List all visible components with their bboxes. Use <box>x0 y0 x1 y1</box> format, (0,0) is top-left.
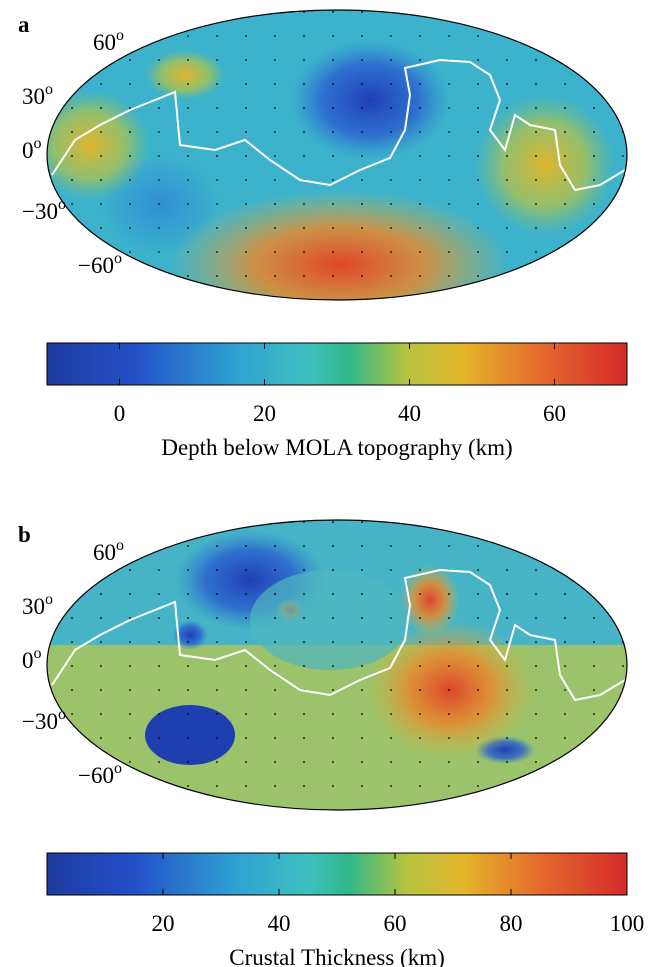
map-outline <box>46 519 628 811</box>
tick-label: 20 <box>253 401 276 426</box>
panel-label: b <box>18 522 31 547</box>
map <box>47 10 627 300</box>
colorbar <box>46 852 628 896</box>
colorbar-label: Crustal Thickness (km) <box>229 945 445 967</box>
latitude-label: −60o <box>78 760 122 788</box>
tick-label: 0 <box>114 401 126 426</box>
tick-label: 100 <box>610 911 645 936</box>
latitude-label: 30o <box>22 591 53 619</box>
tick-label: 60 <box>543 401 566 426</box>
degree-mark: o <box>58 196 66 213</box>
panel-label: a <box>18 12 30 37</box>
panel-b: b 60o 30o 0o −30o −60o 20 40 60 80 100 Crustal Thic… <box>18 519 645 967</box>
degree-mark: o <box>114 760 122 777</box>
degree-mark: o <box>58 706 66 723</box>
latitude-label: 60o <box>93 537 124 565</box>
latitude-label: 60o <box>93 27 124 55</box>
latitude-label: 0o <box>22 135 42 163</box>
latitude-label: −60o <box>78 250 122 278</box>
degree-mark: o <box>45 591 53 608</box>
degree-mark: o <box>116 537 124 554</box>
tick-label: 20 <box>152 911 175 936</box>
degree-mark: o <box>114 250 122 267</box>
degree-mark: o <box>34 135 42 152</box>
latitude-label: −30o <box>22 706 66 734</box>
tick-label: 80 <box>500 911 523 936</box>
degree-mark: o <box>45 81 53 98</box>
tick-label: 60 <box>384 911 407 936</box>
degree-mark: o <box>34 645 42 662</box>
latitude-label: −30o <box>22 196 66 224</box>
latitude-label: 30o <box>22 81 53 109</box>
latitude-label: 0o <box>22 645 42 673</box>
colorbar <box>46 342 628 386</box>
colorbar-label: Depth below MOLA topography (km) <box>161 435 512 460</box>
tick-label: 40 <box>268 911 291 936</box>
tick-label: 40 <box>398 401 421 426</box>
map-outline <box>46 9 628 301</box>
panel-a: a 60o 30o 0o −30o −60o 0 20 40 60 Depth below MOLA… <box>18 9 628 460</box>
degree-mark: o <box>116 27 124 44</box>
